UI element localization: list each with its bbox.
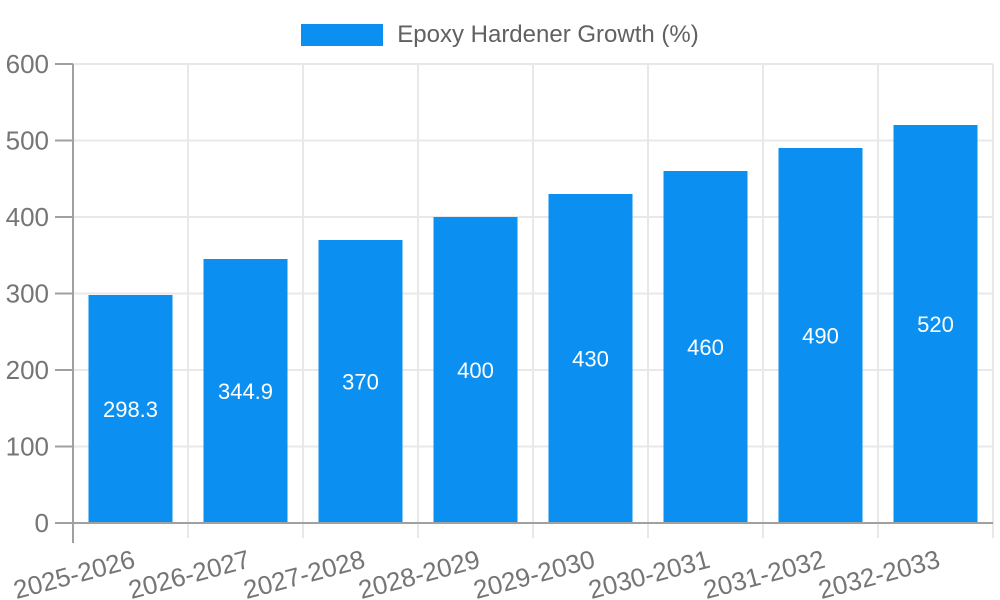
x-axis-label: 2028-2029 (355, 544, 483, 600)
x-axis-label: 2032-2033 (815, 544, 943, 600)
x-axis-label: 2025-2026 (10, 544, 138, 600)
bar[interactable] (318, 239, 403, 523)
x-axis-label: 2030-2031 (585, 544, 713, 600)
y-axis-label: 400 (6, 202, 49, 232)
bar[interactable] (203, 259, 288, 523)
bar-value-label: 430 (572, 347, 609, 372)
bar[interactable] (88, 294, 173, 523)
bar-value-label: 298.3 (103, 397, 158, 422)
legend-label: Epoxy Hardener Growth (%) (397, 21, 699, 48)
bar[interactable] (893, 125, 978, 523)
bar-value-label: 400 (457, 358, 494, 383)
bar[interactable] (778, 148, 863, 523)
x-axis-label: 2026-2027 (125, 544, 253, 600)
y-axis-label: 500 (6, 126, 49, 156)
bar-value-label: 344.9 (218, 379, 273, 404)
bar[interactable] (433, 217, 518, 523)
y-axis-label: 300 (6, 279, 49, 309)
bar[interactable] (663, 171, 748, 523)
bar-value-label: 460 (687, 335, 724, 360)
x-axis-label: 2031-2032 (700, 544, 828, 600)
bar[interactable] (548, 194, 633, 524)
y-axis-label: 600 (6, 49, 49, 79)
legend-swatch-icon (301, 24, 384, 46)
legend-item[interactable]: Epoxy Hardener Growth (%) (301, 21, 699, 49)
bar-value-label: 520 (917, 312, 954, 337)
y-axis-label: 0 (35, 508, 49, 538)
bar-value-label: 490 (802, 324, 839, 349)
y-axis-label: 200 (6, 355, 49, 385)
legend: Epoxy Hardener Growth (%) (0, 21, 1000, 49)
x-axis-label: 2029-2030 (470, 544, 598, 600)
x-axis-label: 2027-2028 (240, 544, 368, 600)
bar-value-label: 370 (342, 369, 379, 394)
y-axis-label: 100 (6, 432, 49, 462)
